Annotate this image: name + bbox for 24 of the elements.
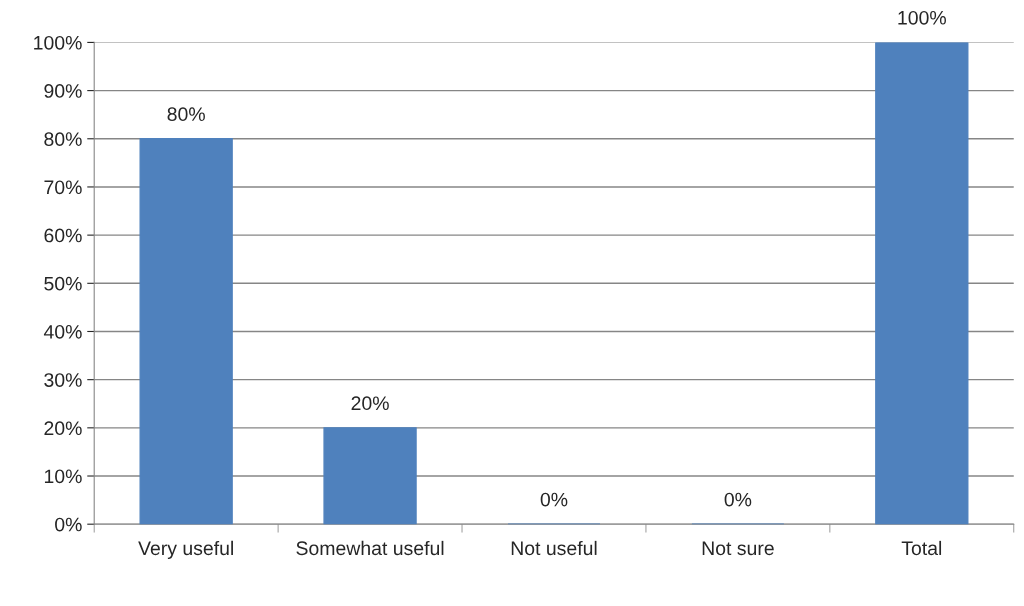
y-tick-label: 70%: [44, 180, 82, 195]
x-tick-label: Not useful: [511, 540, 597, 556]
y-tick-label: 0%: [55, 517, 82, 532]
y-tick-label: 50%: [44, 276, 82, 291]
data-label: 0%: [724, 492, 752, 507]
x-tick-label: Very useful: [138, 540, 233, 559]
bar: [323, 427, 417, 525]
bar: [139, 138, 233, 525]
data-label: 20%: [351, 396, 389, 411]
bar: [875, 42, 969, 525]
x-tick-label: Somewhat useful: [296, 540, 444, 556]
y-tick-label: 20%: [44, 421, 82, 436]
x-tick-label: Not sure: [702, 541, 774, 556]
y-tick-label: 30%: [44, 373, 82, 387]
data-label: 80%: [167, 107, 205, 122]
data-label: 100%: [898, 10, 946, 25]
y-tick-label: 80%: [44, 132, 82, 147]
y-tick-label: 100%: [34, 35, 82, 50]
data-label: 0%: [540, 492, 568, 507]
y-tick-label: 90%: [44, 84, 82, 98]
x-tick-label: Total: [901, 540, 942, 556]
y-tick-label: 40%: [43, 324, 82, 339]
y-tick-label: 60%: [44, 228, 82, 243]
y-tick-label: 10%: [44, 469, 82, 484]
